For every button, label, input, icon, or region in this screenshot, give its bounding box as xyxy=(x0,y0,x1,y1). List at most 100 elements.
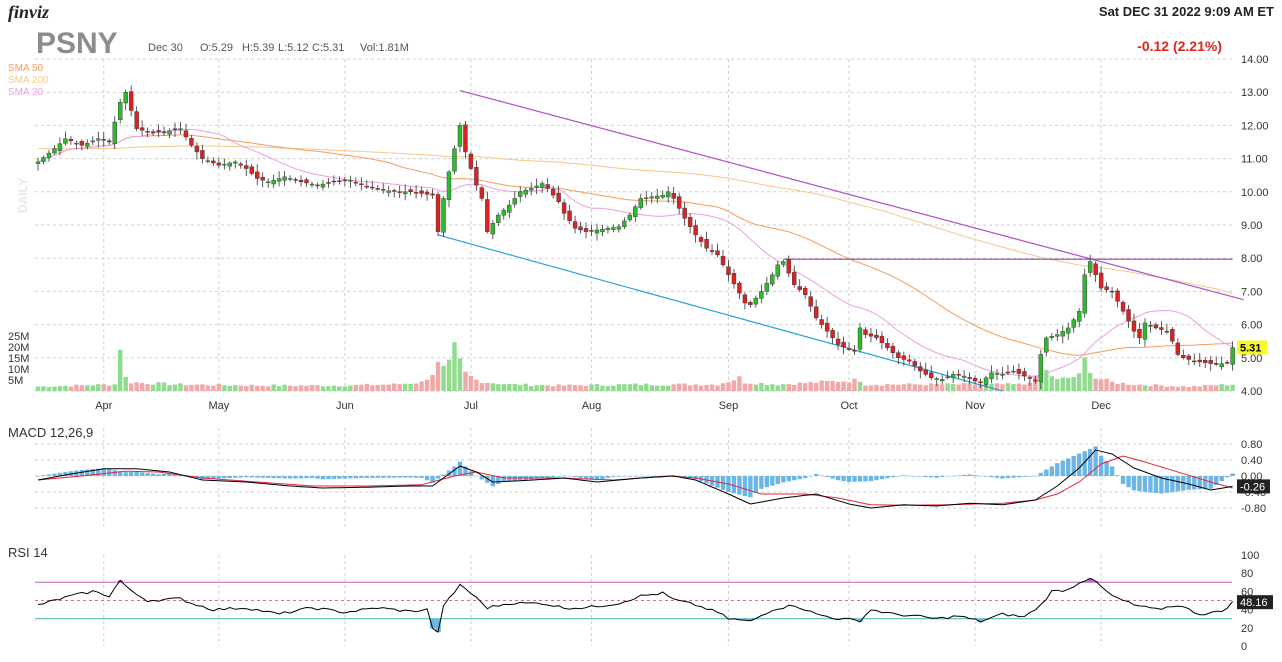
volume-bar xyxy=(824,380,830,391)
macd-histogram-bar xyxy=(923,476,928,477)
candle-body xyxy=(1197,359,1202,363)
candle-body xyxy=(1060,331,1065,337)
volume-bar xyxy=(167,385,172,391)
macd-histogram-bar xyxy=(600,476,605,480)
macd-histogram-bar xyxy=(961,474,967,476)
candle-body xyxy=(720,256,726,266)
candle-body xyxy=(194,145,200,153)
macd-histogram-bar xyxy=(1153,476,1159,494)
candle-body xyxy=(298,179,304,183)
candle-body xyxy=(1011,370,1016,373)
candle-body xyxy=(518,191,523,197)
macd-histogram-bar xyxy=(128,471,134,476)
volume-bar xyxy=(52,386,57,391)
macd-histogram-bar xyxy=(676,476,682,477)
price-tick-label: 5.00 xyxy=(1241,353,1262,365)
macd-histogram-bar xyxy=(682,476,687,478)
candle-body xyxy=(419,190,424,194)
macd-histogram-bar xyxy=(1224,476,1230,478)
volume-bar xyxy=(797,382,802,391)
volume-bar xyxy=(298,385,304,391)
candle-body xyxy=(1224,362,1230,364)
candle-body xyxy=(52,148,57,154)
volume-bar xyxy=(907,383,912,391)
volume-bar xyxy=(660,385,665,391)
candle-body xyxy=(1203,360,1208,363)
price-tick-label: 12.00 xyxy=(1241,120,1269,132)
timeframe-label: DAILY xyxy=(16,178,30,213)
candle-body xyxy=(803,287,808,295)
volume-bar xyxy=(134,382,139,391)
macd-histogram-bar xyxy=(550,476,556,478)
candle-body xyxy=(929,372,934,378)
candle-body xyxy=(742,294,748,304)
volume-bar xyxy=(211,385,216,391)
macd-histogram-bar xyxy=(501,476,506,482)
macd-histogram-bar xyxy=(1142,476,1148,492)
candle-body xyxy=(326,182,331,184)
volume-bar xyxy=(375,384,380,391)
volume-bar xyxy=(1170,386,1175,391)
macd-histogram-bar xyxy=(983,476,989,477)
volume-bar xyxy=(79,385,85,391)
macd-histogram-bar xyxy=(972,475,978,476)
macd-histogram-bar xyxy=(1115,475,1120,476)
volume-bar xyxy=(1159,385,1164,391)
macd-histogram-bar xyxy=(331,476,337,479)
volume-bar xyxy=(764,384,770,391)
candle-body xyxy=(835,338,841,345)
macd-histogram-bar xyxy=(1175,476,1181,492)
candle-body xyxy=(808,296,813,307)
ohlc-close: C:5.31 xyxy=(312,42,344,54)
candle-body xyxy=(435,194,441,232)
ticker-symbol[interactable]: PSNY xyxy=(36,27,118,60)
candle-body xyxy=(238,163,243,166)
macd-histogram-bar xyxy=(605,476,611,478)
volume-bar xyxy=(309,384,315,391)
macd-histogram-bar xyxy=(561,475,567,477)
candle-body xyxy=(561,202,567,214)
macd-histogram-bar xyxy=(446,470,452,476)
macd-histogram-bar xyxy=(85,469,90,476)
macd-histogram-bar xyxy=(211,476,216,479)
candle-body xyxy=(830,330,835,339)
macd-histogram-bar xyxy=(370,476,375,478)
price-tick-label: 9.00 xyxy=(1241,220,1262,232)
candle-body xyxy=(874,334,879,339)
candle-body xyxy=(1109,290,1115,293)
volume-bar xyxy=(68,386,74,391)
candle-body xyxy=(781,261,786,265)
candle-body xyxy=(222,163,227,166)
last-price-tag xyxy=(1237,340,1267,355)
macd-histogram-bar xyxy=(1022,476,1027,477)
volume-bar xyxy=(594,384,600,391)
candle-body xyxy=(320,183,326,188)
volume-bar xyxy=(857,381,863,391)
x-tick-label: Sep xyxy=(719,400,739,412)
macd-histogram-bar xyxy=(298,476,304,479)
candle-body xyxy=(227,162,233,167)
finviz-logo[interactable]: finviz xyxy=(8,2,49,22)
volume-bar xyxy=(1055,378,1060,391)
candle-body xyxy=(1219,363,1224,367)
volume-bar xyxy=(676,383,682,391)
candle-body xyxy=(1076,311,1082,322)
volume-bar xyxy=(819,380,824,391)
candle-body xyxy=(638,198,643,208)
candle-body xyxy=(983,377,989,385)
candle-body xyxy=(501,209,506,216)
candle-body xyxy=(463,124,468,153)
volume-tick-label: 20M xyxy=(8,342,29,354)
macd-histogram-bar xyxy=(1093,446,1098,476)
macd-histogram-bar xyxy=(627,476,633,477)
volume-bar xyxy=(918,384,923,391)
candle-body xyxy=(923,369,928,375)
macd-histogram-bar xyxy=(770,476,775,486)
candle-body xyxy=(233,161,238,164)
candle-body xyxy=(879,335,885,344)
volume-bar xyxy=(172,384,178,391)
volume-bar xyxy=(704,384,709,391)
volume-bar xyxy=(934,383,939,391)
volume-bar xyxy=(1126,384,1131,391)
candle-body xyxy=(35,161,41,164)
